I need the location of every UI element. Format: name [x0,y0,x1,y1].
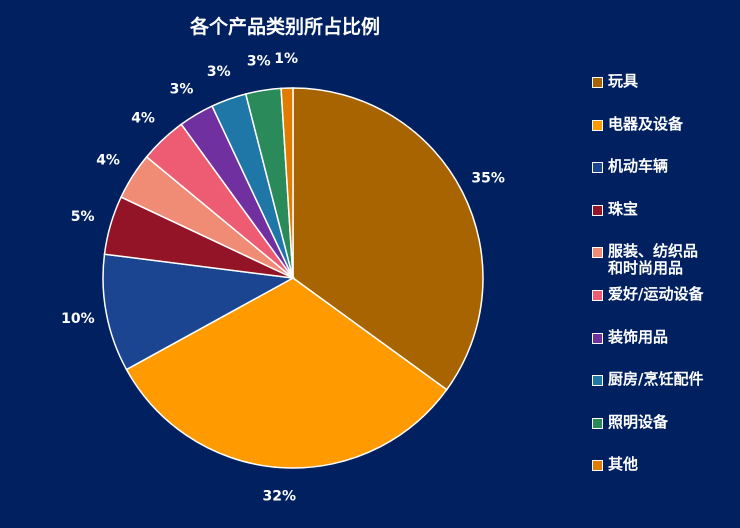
pie-slice [292,87,484,391]
legend-swatch [592,375,603,387]
slice-percent-label: 32% [262,489,296,505]
legend-swatch [592,417,603,429]
slice-percent-label: 4% [96,153,120,169]
legend-label: 机动车辆 [608,157,669,176]
legend-item: 照明设备 [592,412,740,457]
legend-item: 玩具 [592,73,740,116]
slice-percent-label: 3% [247,54,271,70]
legend-label: 照明设备 [608,412,669,431]
legend-item: 电器及设备 [592,114,740,159]
legend-swatch [592,289,603,301]
legend-label: 装饰用品 [608,327,669,346]
legend-swatch [592,460,603,472]
pie-slice [280,87,294,279]
legend-item: 机动车辆 [592,158,740,201]
slice-percent-label: 4% [131,110,155,126]
pie-chart: 35%32%10%5%4%4%3%3%3% 1% [61,51,505,505]
pie-slice [102,253,296,371]
legend-label: 厨房/烹饪配件 [608,370,704,389]
legend-label: 电器及设备 [608,114,684,133]
pie-slice [125,277,448,469]
legend: 玩具电器及设备机动车辆珠宝服装、纺织品 和时尚用品爱好/运动设备 装饰用品厨房/烹… [592,73,740,499]
legend-swatch [592,77,603,88]
legend-item: 珠宝 [592,199,740,244]
legend-swatch [592,119,603,131]
legend-label: 珠宝 [608,199,639,218]
slice-percent-label: 1% [274,51,298,67]
legend-item: 爱好/运动设备 [592,284,740,329]
legend-item: 服装、纺织品 和时尚用品 [592,243,740,286]
legend-swatch [592,204,603,216]
slice-percent-label: 3% [207,64,231,80]
slice-percent-label: 5% [71,209,95,225]
legend-swatch [592,332,603,344]
slice-percent-label: 3% [170,82,194,98]
legend-item: 其他 [592,456,740,499]
legend-label: 爱好/运动设备 [608,284,704,303]
legend-label: 服装、纺织品 和时尚用品 [608,242,699,278]
slice-percent-label: 10% [61,311,95,327]
chart-title: 各个产品类别所占比例 [189,16,380,38]
slice-percent-label: 35% [471,171,505,187]
legend-label: 其他 [608,455,639,474]
legend-swatch [592,247,603,259]
legend-item: 装饰用品 [592,327,740,372]
legend-label: 玩具 [608,72,639,90]
legend-item: 厨房/烹饪配件 [592,371,740,414]
legend-swatch [592,162,603,174]
